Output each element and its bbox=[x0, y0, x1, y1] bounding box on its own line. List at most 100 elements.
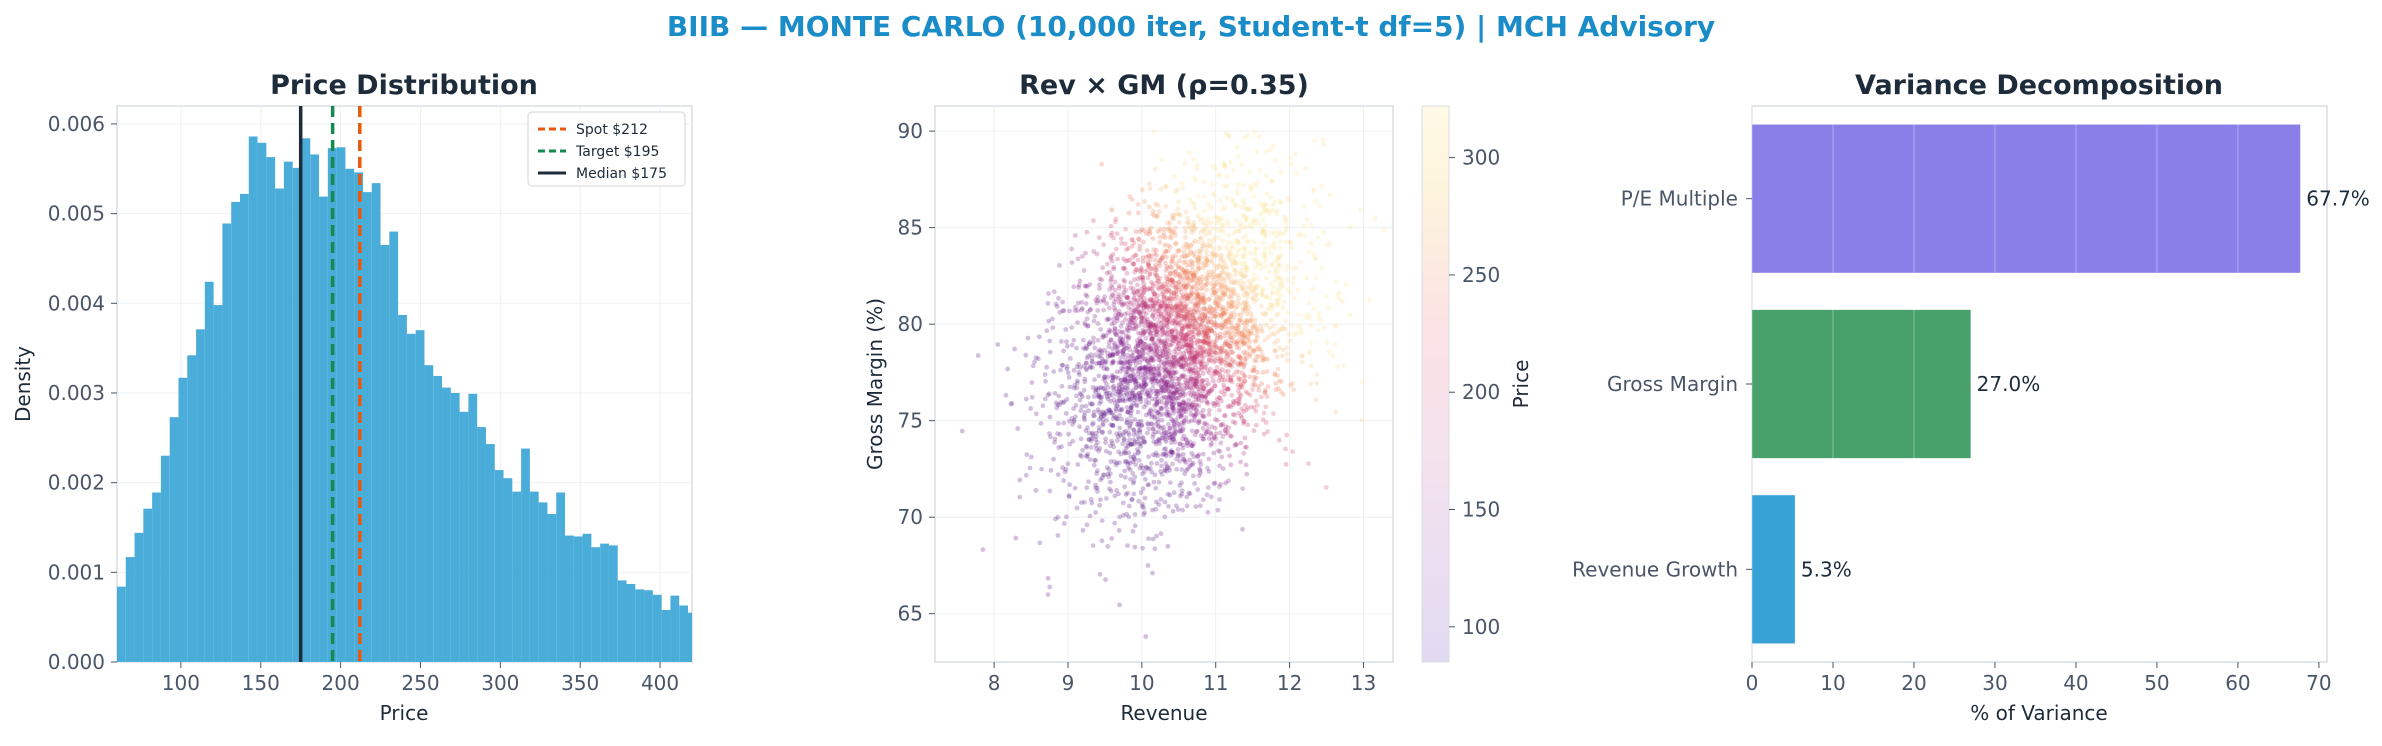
scatter-point bbox=[1156, 307, 1162, 313]
scatter-point bbox=[1136, 441, 1142, 447]
scatter-point bbox=[1212, 480, 1218, 486]
scatter-point bbox=[1218, 227, 1223, 232]
scatter-point bbox=[1195, 367, 1201, 373]
scatter-point bbox=[1126, 365, 1132, 371]
scatter-point bbox=[1164, 263, 1170, 269]
scatter-point bbox=[1143, 254, 1149, 260]
scatter-point bbox=[1239, 284, 1245, 290]
scatter-point bbox=[1191, 252, 1196, 258]
scatter-point bbox=[1201, 421, 1207, 426]
scatter-point bbox=[1249, 368, 1255, 374]
scatter-point bbox=[1176, 264, 1181, 269]
scatter-point bbox=[1149, 336, 1155, 341]
scatter-point bbox=[1171, 436, 1177, 442]
scatter-point bbox=[1234, 280, 1240, 285]
scatter-point bbox=[1207, 306, 1213, 311]
scatter-point bbox=[1134, 402, 1139, 408]
scatter-point bbox=[1128, 312, 1134, 318]
scatter-point bbox=[1147, 366, 1153, 372]
scatter-point bbox=[1307, 349, 1313, 354]
scatter-point bbox=[1140, 314, 1146, 320]
scatter-point bbox=[1220, 305, 1226, 310]
scatter-point bbox=[1141, 384, 1147, 390]
scatter-point bbox=[1226, 253, 1232, 259]
scatter-point bbox=[1170, 450, 1176, 456]
scatter-point bbox=[1170, 390, 1176, 395]
scatter-point bbox=[1148, 320, 1153, 325]
scatter-point bbox=[1300, 353, 1306, 358]
scatter-point bbox=[1214, 400, 1220, 406]
hist-y-tick-label: 0.001 bbox=[48, 560, 105, 584]
scatter-point bbox=[1240, 486, 1246, 491]
scatter-point bbox=[1224, 265, 1230, 271]
scatter-point bbox=[1131, 456, 1137, 462]
scatter-point bbox=[1176, 422, 1181, 427]
scatter-point bbox=[1187, 351, 1193, 356]
scatter-point bbox=[1184, 312, 1190, 317]
scatter-point bbox=[1222, 321, 1228, 327]
scatter-point bbox=[1116, 449, 1121, 455]
scatter-point bbox=[1027, 465, 1033, 471]
scatter-point bbox=[1241, 300, 1246, 306]
scatter-point bbox=[1131, 376, 1137, 381]
scatter-point bbox=[1145, 345, 1151, 350]
scatter-point bbox=[1137, 243, 1143, 249]
scatter-point bbox=[1164, 338, 1170, 344]
scatter-point bbox=[1197, 230, 1203, 235]
scatter-point bbox=[1360, 379, 1365, 385]
scatter-point bbox=[1163, 350, 1169, 355]
scatter-point bbox=[1159, 325, 1165, 331]
scatter-point bbox=[1136, 368, 1142, 374]
scatter-point bbox=[1240, 252, 1246, 258]
scatter-point bbox=[1184, 503, 1190, 509]
scatter-point bbox=[1212, 401, 1218, 406]
scatter-point bbox=[1090, 430, 1095, 436]
scatter-point bbox=[1189, 418, 1194, 424]
scatter-point bbox=[1123, 340, 1129, 346]
scatter-point bbox=[1283, 219, 1288, 225]
scatter-point bbox=[1085, 309, 1091, 315]
scatter-point bbox=[1182, 418, 1187, 424]
scatter-point bbox=[1099, 363, 1104, 369]
scatter-point bbox=[1125, 371, 1131, 377]
scatter-point bbox=[1215, 418, 1220, 423]
scatter-point bbox=[1180, 374, 1186, 379]
scatter-point bbox=[1166, 287, 1172, 293]
scatter-point bbox=[1142, 365, 1148, 371]
scatter-point bbox=[1313, 199, 1318, 204]
scatter-point bbox=[980, 547, 986, 552]
scatter-point bbox=[1136, 354, 1142, 360]
scatter-point bbox=[1235, 241, 1241, 247]
scatter-point bbox=[1218, 335, 1223, 341]
scatter-point bbox=[1201, 339, 1206, 345]
scatter-point bbox=[1238, 355, 1243, 361]
scatter-point bbox=[1123, 492, 1129, 497]
scatter-point bbox=[1156, 314, 1162, 320]
scatter-point bbox=[1195, 327, 1201, 332]
scatter-point bbox=[1149, 266, 1155, 272]
scatter-point bbox=[1190, 393, 1196, 399]
scatter-point bbox=[1272, 245, 1277, 251]
scatter-point bbox=[1191, 224, 1197, 230]
scatter-point bbox=[1129, 497, 1135, 503]
scatter-point bbox=[1211, 283, 1217, 288]
scatter-point bbox=[1196, 393, 1202, 399]
scatter-point bbox=[1051, 456, 1056, 462]
scatter-point bbox=[1270, 178, 1275, 184]
scatter-point bbox=[1258, 348, 1264, 353]
scatter-point bbox=[1150, 281, 1156, 287]
scatter-point bbox=[1127, 325, 1133, 330]
scatter-point bbox=[1222, 413, 1227, 419]
scatter-point bbox=[1156, 372, 1162, 378]
scatter-point bbox=[1220, 223, 1225, 229]
scatter-point bbox=[1216, 218, 1221, 224]
scatter-point bbox=[1127, 378, 1133, 384]
scatter-point bbox=[1165, 346, 1170, 352]
scatter-point bbox=[1179, 355, 1185, 361]
scatter-point bbox=[1122, 266, 1128, 271]
scatter-point bbox=[1195, 309, 1201, 315]
scatter-point bbox=[1128, 405, 1134, 411]
scatter-point bbox=[1121, 437, 1127, 443]
scatter-point bbox=[1178, 413, 1184, 419]
